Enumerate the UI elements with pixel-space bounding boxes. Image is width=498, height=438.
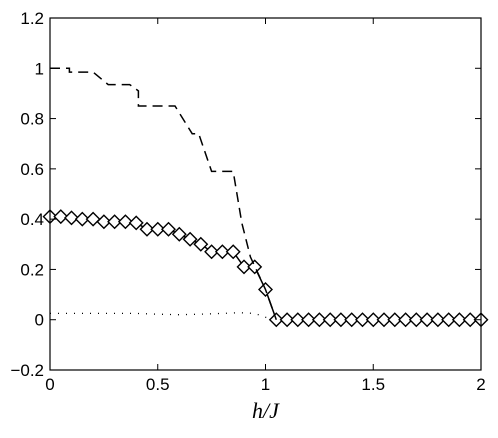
diamond-marker bbox=[451, 312, 467, 328]
diamond-marker bbox=[355, 312, 370, 328]
diamond-marker bbox=[171, 226, 187, 242]
x-axis-label: h/J bbox=[252, 398, 280, 423]
diamond-marker bbox=[247, 259, 263, 275]
x-tick-label: 0.5 bbox=[146, 375, 170, 394]
y-tick-label: 0.6 bbox=[20, 160, 44, 179]
axis-ticks bbox=[49, 17, 482, 371]
y-tick-label: 0.2 bbox=[20, 260, 44, 279]
y-tick-label: −0.2 bbox=[10, 361, 44, 380]
x-tick-label: 0 bbox=[45, 375, 54, 394]
y-tick-label: 0.4 bbox=[20, 210, 44, 229]
diamond-marker bbox=[117, 214, 133, 230]
diamond-marker bbox=[150, 221, 166, 237]
diamond-marker bbox=[419, 312, 435, 328]
diamond-marker bbox=[107, 214, 123, 230]
diamond-marker bbox=[74, 211, 90, 227]
diamond-marker bbox=[462, 312, 478, 328]
diamond-marker bbox=[96, 214, 112, 230]
diamond-marker bbox=[333, 312, 349, 328]
y-tick-label: 1 bbox=[35, 59, 44, 78]
diamond-marker bbox=[365, 312, 381, 328]
series-line-dotted bbox=[50, 312, 273, 321]
diamond-marker bbox=[387, 312, 403, 328]
diamond-marker bbox=[344, 312, 360, 328]
diamond-marker bbox=[279, 312, 295, 328]
diamond-marker bbox=[204, 244, 220, 260]
diamond-marker bbox=[139, 221, 155, 237]
x-tick-label: 2 bbox=[476, 375, 485, 394]
series-line-solid-diamond bbox=[50, 215, 481, 321]
diamond-marker bbox=[225, 244, 241, 260]
diamond-marker bbox=[53, 209, 69, 225]
diamond-marker bbox=[193, 236, 209, 252]
diamond-marker bbox=[64, 210, 79, 226]
diamond-marker bbox=[85, 211, 101, 227]
series-line-dashed bbox=[50, 67, 278, 320]
diamond-marker bbox=[441, 312, 457, 328]
y-tick-label: 0.8 bbox=[20, 110, 44, 129]
diamond-marker bbox=[128, 215, 144, 231]
y-tick-label: 0 bbox=[35, 311, 44, 330]
x-tick-label: 1 bbox=[261, 375, 270, 394]
diamond-marker bbox=[376, 312, 392, 328]
diamond-marker bbox=[182, 231, 198, 247]
diamond-marker bbox=[290, 312, 306, 328]
diamond-marker bbox=[430, 312, 446, 328]
diamond-marker bbox=[398, 312, 414, 328]
diamond-marker bbox=[322, 312, 338, 328]
y-tick-label: 1.2 bbox=[20, 9, 44, 28]
tick-labels: 0 0.5 1 1.5 2−0.200.20.40.60.811.2 bbox=[10, 9, 485, 394]
diamond-marker bbox=[301, 312, 317, 328]
diamond-marker bbox=[161, 221, 176, 237]
diamond-marker bbox=[214, 244, 230, 260]
diamond-marker bbox=[408, 312, 424, 328]
plot-series bbox=[42, 67, 489, 328]
x-tick-label: 1.5 bbox=[361, 375, 385, 394]
diamond-marker bbox=[236, 259, 252, 275]
diamond-marker bbox=[311, 312, 327, 328]
